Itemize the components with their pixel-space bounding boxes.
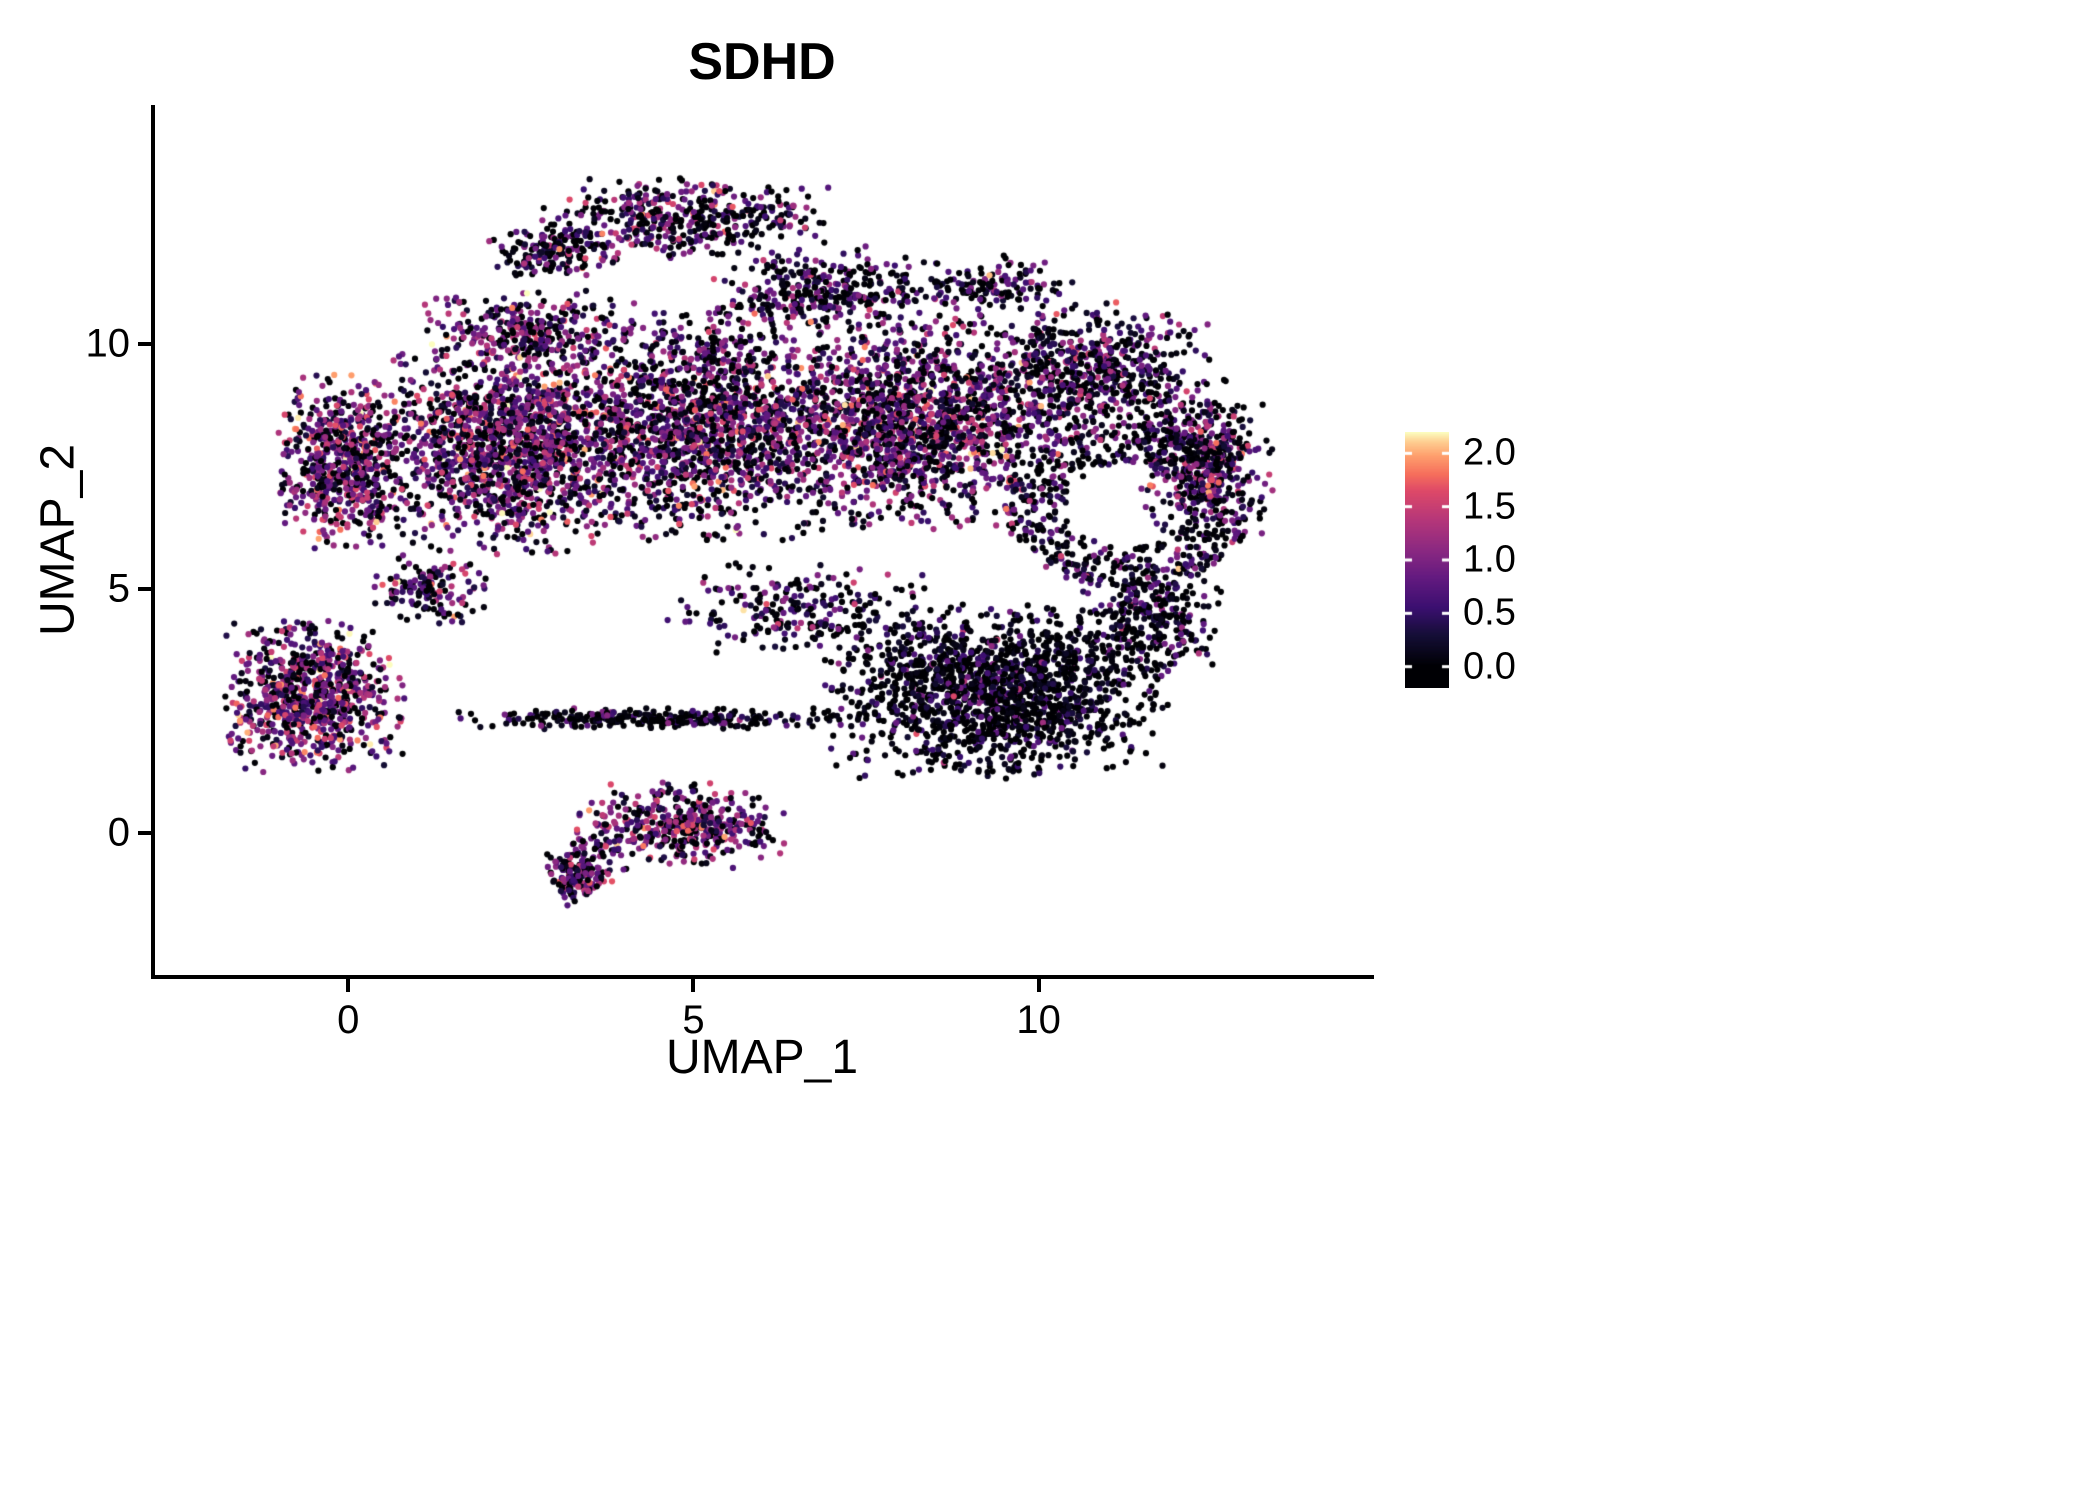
y-tick-mark xyxy=(138,831,151,836)
x-tick-label: 5 xyxy=(682,998,705,1042)
colorbar-tick-label: 1.0 xyxy=(1463,538,1516,581)
x-axis-title: UMAP_1 xyxy=(665,1031,859,1084)
colorbar-tick-label: 1.5 xyxy=(1463,485,1516,528)
x-axis-line xyxy=(151,975,1374,979)
x-tick-mark xyxy=(1036,979,1041,992)
colorbar-tick-label: 0.0 xyxy=(1463,645,1516,688)
scatter-points-canvas xyxy=(155,105,1370,975)
x-tick-mark xyxy=(691,979,696,992)
y-tick-label: 10 xyxy=(85,321,131,366)
y-tick-mark xyxy=(138,342,151,347)
x-tick-mark xyxy=(346,979,351,992)
colorbar-tick-label: 2.0 xyxy=(1463,431,1516,474)
x-tick-label: 10 xyxy=(1016,998,1061,1042)
colorbar-gradient xyxy=(1405,432,1449,688)
y-axis-line xyxy=(151,105,155,979)
y-tick-label: 0 xyxy=(107,810,130,855)
y-tick-mark xyxy=(138,586,151,591)
y-tick-label: 5 xyxy=(107,566,130,611)
x-tick-label: 0 xyxy=(337,998,360,1042)
plot-title: SDHD xyxy=(688,33,836,91)
colorbar-tick-label: 0.5 xyxy=(1463,591,1516,634)
